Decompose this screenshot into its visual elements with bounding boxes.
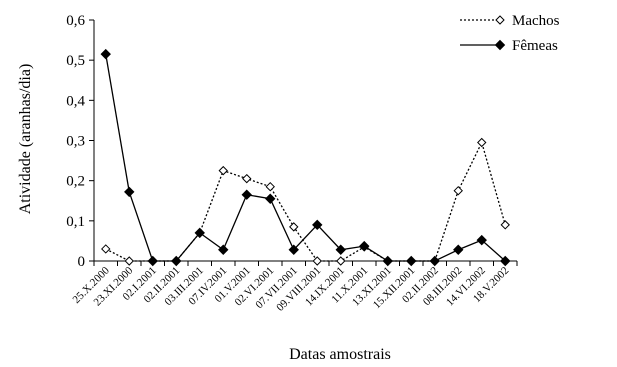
data-point-machos	[500, 220, 510, 230]
data-point-femeas	[476, 234, 487, 246]
series-femeas	[100, 48, 511, 267]
y-tick-label: 0,3	[66, 134, 85, 150]
data-point-femeas	[453, 244, 464, 255]
data-point-machos	[453, 186, 463, 196]
data-point-femeas	[100, 48, 111, 60]
data-point-machos	[336, 256, 346, 266]
x-axis-title: Datas amostrais	[289, 346, 391, 363]
series-layer	[100, 48, 511, 267]
legend-label-machos: Machos	[512, 13, 560, 29]
data-point-femeas	[335, 244, 346, 255]
data-point-machos	[312, 256, 322, 266]
data-point-femeas	[500, 255, 511, 267]
data-point-femeas	[429, 255, 440, 267]
data-point-femeas	[406, 255, 417, 267]
data-point-machos	[289, 222, 299, 232]
y-axis-title: Atividade (aranhas/dia)	[17, 64, 34, 215]
data-point-machos	[477, 137, 487, 148]
data-point-femeas	[171, 255, 182, 267]
data-point-femeas	[124, 186, 135, 198]
data-point-femeas	[382, 255, 393, 267]
axes	[93, 20, 517, 262]
data-point-femeas	[288, 244, 299, 255]
series-machos	[101, 137, 510, 266]
data-point-femeas	[194, 227, 205, 239]
series-line-machos	[105, 140, 506, 262]
data-point-machos	[124, 256, 134, 266]
data-point-femeas	[359, 240, 370, 252]
legend-marker-femeas	[494, 39, 506, 51]
y-tick-label: 0,1	[66, 214, 85, 230]
legend-label-femeas: Fêmeas	[512, 38, 558, 54]
data-point-femeas	[241, 189, 252, 200]
data-point-machos	[265, 181, 275, 192]
data-point-machos	[218, 165, 228, 176]
data-point-femeas	[312, 219, 323, 231]
x-ticks: 25.X.200023.XI.200002.I.200102.II.200103…	[71, 261, 518, 314]
y-tick-label: 0	[78, 254, 86, 270]
legend: Machos Fêmeas	[460, 13, 560, 54]
data-point-machos	[242, 173, 252, 184]
data-point-femeas	[265, 193, 276, 204]
y-tick-label: 0,4	[66, 93, 85, 109]
data-point-femeas	[218, 244, 229, 255]
y-ticks: 0 0,1 0,2 0,3 0,4 0,5 0,6	[66, 13, 94, 270]
data-point-machos	[101, 244, 111, 254]
legend-marker-machos	[495, 15, 505, 25]
data-point-femeas	[147, 255, 158, 267]
y-tick-label: 0,5	[66, 53, 85, 69]
y-tick-label: 0,2	[66, 174, 85, 190]
y-tick-label: 0,6	[66, 13, 85, 29]
